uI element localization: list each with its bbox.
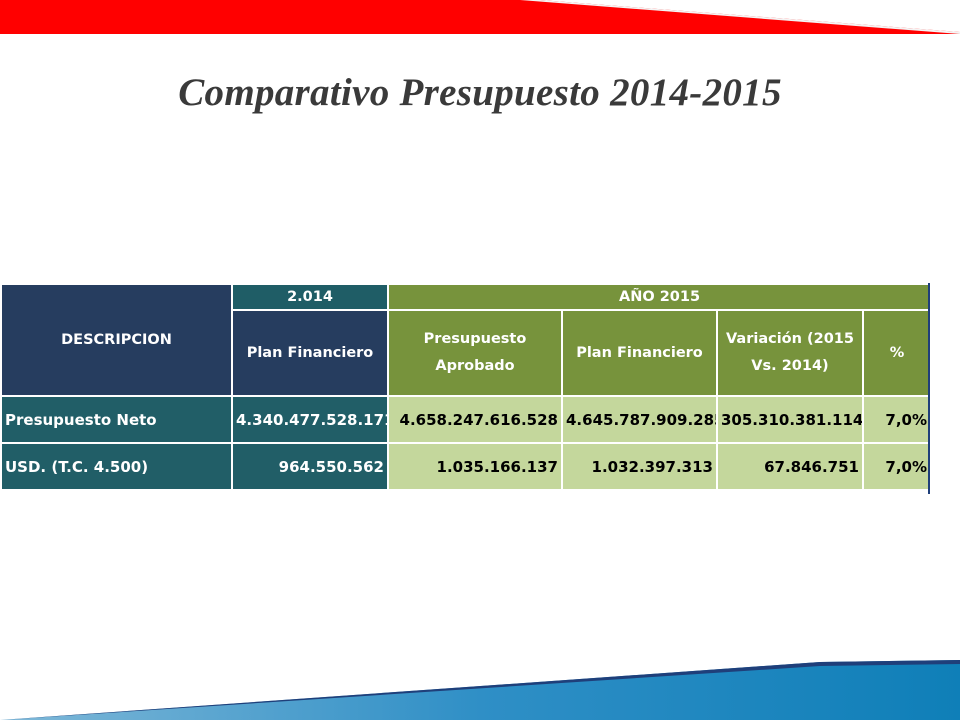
- cell-plan-2015: 4.645.787.909.285: [561, 395, 718, 444]
- header-presupuesto-line1: Presupuesto: [423, 331, 527, 347]
- cell-variacion: 67.846.751: [716, 442, 864, 491]
- header-descripcion: DESCRIPCION: [0, 283, 233, 397]
- header-group-2015: AÑO 2015: [386, 283, 933, 311]
- row-label: USD. (T.C. 4.500): [0, 442, 233, 491]
- table-row: USD. (T.C. 4.500) 964.550.562 1.035.166.…: [0, 442, 933, 491]
- header-variacion-line1: Variación (2015: [725, 331, 854, 347]
- budget-comparison-table: DESCRIPCION 2.014 AÑO 2015 Plan Financie…: [0, 283, 933, 491]
- cell-variacion: 305.310.381.114: [716, 395, 864, 444]
- table-header-row-groups: DESCRIPCION 2.014 AÑO 2015: [0, 283, 933, 397]
- table-right-border: [928, 283, 930, 494]
- table-header-row-columns: Plan Financiero Presupuesto Aprobado Pla…: [1, 309, 933, 397]
- header-group-2014: 2.014: [231, 283, 389, 311]
- cell-percent: 7,0%: [861, 395, 933, 444]
- header-percent: %: [861, 309, 933, 397]
- row-label: Presupuesto Neto: [0, 395, 233, 444]
- header-presupuesto-line2: Aprobado: [435, 358, 515, 374]
- table-row: Presupuesto Neto 4.340.477.528.171 4.658…: [0, 395, 933, 444]
- header-plan-financiero-2014: Plan Financiero: [231, 309, 389, 397]
- cell-plan-2014: 964.550.562: [231, 442, 389, 491]
- page-title: Comparativo Presupuesto 2014-2015: [178, 71, 782, 114]
- header-plan-financiero-2015: Plan Financiero: [561, 309, 718, 397]
- cell-percent: 7,0%: [861, 442, 933, 491]
- cell-plan-2015: 1.032.397.313: [561, 442, 718, 491]
- cell-presupuesto-aprobado: 4.658.247.616.528: [387, 395, 563, 444]
- cell-plan-2014: 4.340.477.528.171: [231, 395, 389, 444]
- top-red-band: [0, 0, 960, 34]
- cell-presupuesto-aprobado: 1.035.166.137: [387, 442, 563, 491]
- header-presupuesto-aprobado: Presupuesto Aprobado: [387, 309, 563, 397]
- header-variacion: Variación (2015 Vs. 2014): [716, 309, 864, 397]
- header-variacion-line2: Vs. 2014): [751, 358, 829, 374]
